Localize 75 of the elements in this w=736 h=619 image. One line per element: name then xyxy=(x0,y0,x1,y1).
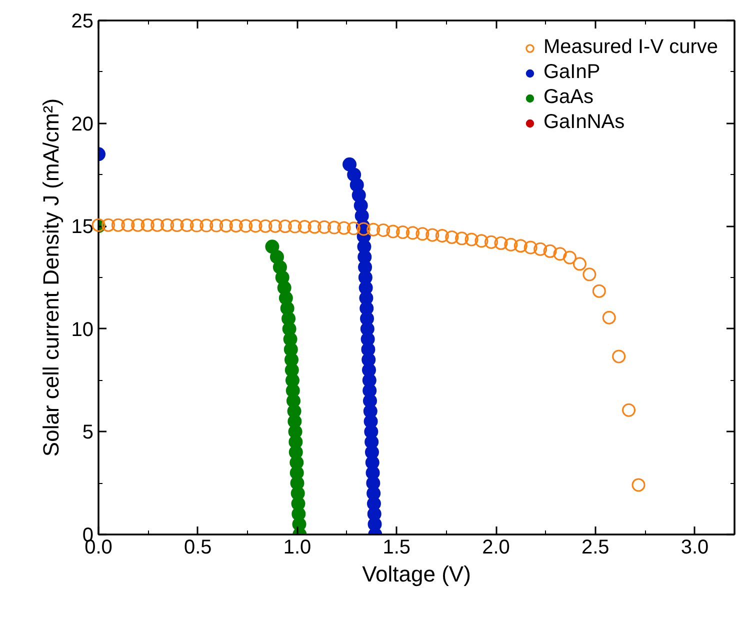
point xyxy=(376,223,390,237)
point xyxy=(543,244,557,258)
point xyxy=(346,222,360,236)
point xyxy=(180,218,194,232)
x-axis-title: Voltage (V) xyxy=(362,562,471,586)
point xyxy=(445,230,459,244)
point xyxy=(356,222,370,236)
point xyxy=(504,238,518,252)
point xyxy=(140,218,154,232)
point xyxy=(170,218,184,232)
x-tick-label: 1.0 xyxy=(283,536,312,558)
point xyxy=(426,228,440,242)
point xyxy=(455,232,469,246)
point xyxy=(386,224,400,238)
point xyxy=(553,247,567,261)
x-tick-label: 2.0 xyxy=(482,536,510,558)
point xyxy=(298,220,312,234)
legend-label: Measured I-V curve xyxy=(543,36,718,59)
point xyxy=(219,218,233,232)
point xyxy=(160,218,174,232)
x-tick-label: 0.5 xyxy=(184,536,212,558)
point xyxy=(258,219,272,233)
point xyxy=(524,240,538,254)
point xyxy=(190,218,204,232)
y-axis-title: Solar cell current Density J (mA/cm²) xyxy=(38,98,64,457)
point xyxy=(592,284,606,298)
y-tick-label: 20 xyxy=(71,113,94,136)
point xyxy=(131,218,145,232)
point xyxy=(327,220,341,234)
point xyxy=(534,242,548,256)
point xyxy=(121,218,135,232)
point xyxy=(632,478,646,492)
point xyxy=(200,218,214,232)
y-tick-label: 5 xyxy=(82,422,94,444)
point xyxy=(396,226,410,240)
point xyxy=(562,250,576,264)
legend-label: GaInP xyxy=(543,61,600,84)
point xyxy=(92,218,106,232)
point xyxy=(101,218,115,232)
point xyxy=(406,226,420,240)
point xyxy=(268,219,282,233)
point xyxy=(265,240,280,254)
point xyxy=(210,218,224,232)
point xyxy=(572,257,586,271)
point xyxy=(582,268,596,282)
point xyxy=(308,220,322,234)
point xyxy=(342,157,357,172)
point xyxy=(602,310,616,324)
point xyxy=(278,220,292,234)
point xyxy=(622,403,636,417)
point xyxy=(494,236,508,250)
y-tick-label: 15 xyxy=(71,216,94,238)
legend-label: GaInNAs xyxy=(543,111,625,134)
point xyxy=(514,239,528,253)
x-tick-label: 1.5 xyxy=(382,536,411,558)
point xyxy=(288,220,302,234)
x-tick-label: 2.5 xyxy=(581,536,610,558)
point xyxy=(248,219,262,233)
point xyxy=(416,227,430,241)
point xyxy=(150,218,164,232)
point xyxy=(484,235,498,249)
point xyxy=(612,350,626,364)
point xyxy=(474,234,488,248)
point xyxy=(239,219,253,233)
point xyxy=(464,232,478,246)
y-tick-label: 25 xyxy=(71,10,94,32)
point xyxy=(337,221,351,235)
point xyxy=(229,218,243,232)
y-tick-label: 10 xyxy=(71,318,94,341)
point xyxy=(435,229,449,242)
point xyxy=(318,220,332,234)
point xyxy=(111,218,125,232)
x-tick-label: 3.0 xyxy=(680,536,709,558)
point xyxy=(366,222,380,236)
legend-label: GaAs xyxy=(543,86,594,109)
